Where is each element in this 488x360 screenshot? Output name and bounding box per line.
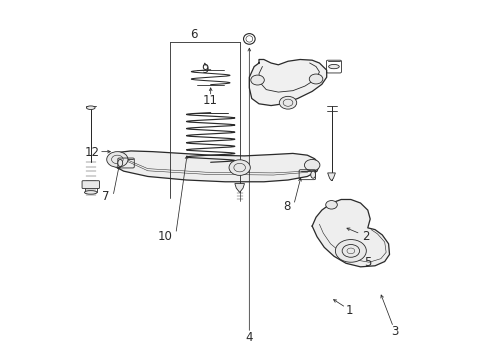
Text: 9: 9 — [201, 63, 208, 76]
Text: 8: 8 — [283, 200, 290, 213]
Text: 12: 12 — [84, 146, 100, 159]
Polygon shape — [234, 184, 244, 192]
Circle shape — [106, 152, 128, 167]
Polygon shape — [311, 199, 389, 267]
Text: 5: 5 — [364, 256, 371, 269]
Circle shape — [308, 74, 322, 84]
Text: 1: 1 — [346, 304, 353, 317]
Text: 4: 4 — [245, 331, 253, 344]
Ellipse shape — [310, 171, 315, 178]
FancyBboxPatch shape — [82, 181, 99, 189]
Circle shape — [250, 75, 264, 85]
Circle shape — [325, 201, 337, 209]
Text: 10: 10 — [157, 230, 172, 243]
Polygon shape — [327, 173, 335, 181]
Ellipse shape — [328, 64, 339, 69]
Circle shape — [335, 239, 366, 262]
Text: 3: 3 — [390, 325, 397, 338]
Ellipse shape — [86, 106, 95, 109]
Text: 11: 11 — [203, 94, 218, 107]
Text: 7: 7 — [102, 190, 109, 203]
Text: 2: 2 — [362, 230, 369, 243]
Circle shape — [228, 160, 250, 175]
Circle shape — [304, 159, 319, 171]
Polygon shape — [249, 59, 326, 105]
Polygon shape — [109, 151, 319, 182]
Ellipse shape — [118, 159, 122, 167]
Text: 6: 6 — [190, 28, 197, 41]
Ellipse shape — [84, 191, 97, 194]
Circle shape — [279, 96, 296, 109]
